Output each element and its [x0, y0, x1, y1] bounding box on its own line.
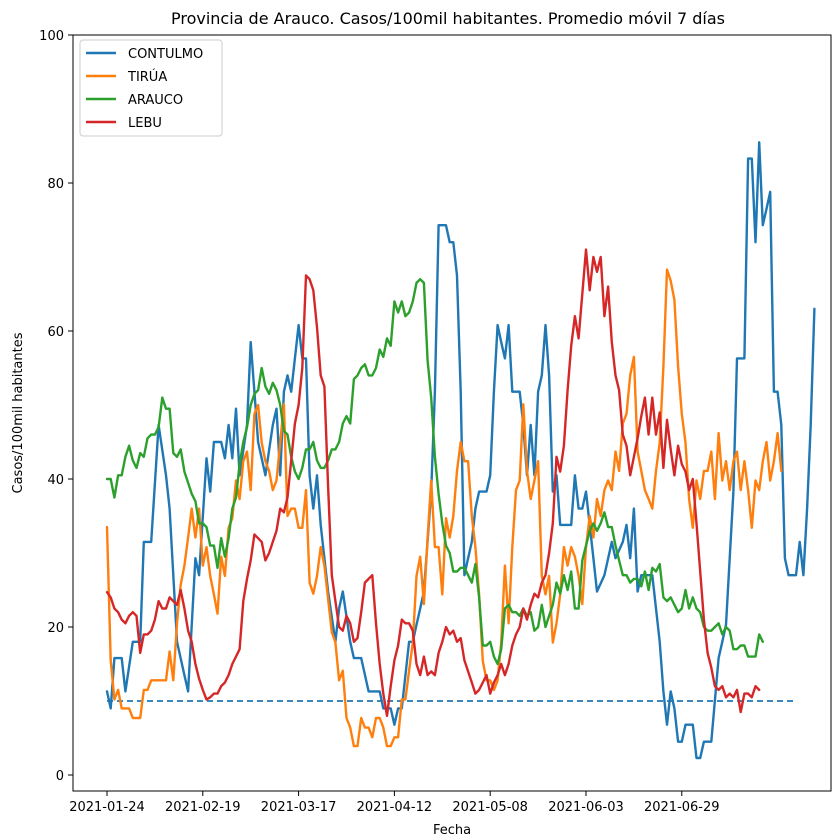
- x-tick-label: 2021-05-08: [452, 800, 528, 815]
- legend-label: LEBU: [128, 116, 162, 131]
- y-axis-label: Casos/100mil habitantes: [11, 332, 26, 493]
- x-tick-label: 2021-02-19: [165, 800, 241, 815]
- y-axis: 0 20 40 60 80 100: [39, 29, 73, 784]
- series-line-contulmo: [105, 141, 816, 760]
- x-tick-label: 2021-06-03: [548, 800, 624, 815]
- y-tick-label: 80: [47, 177, 64, 192]
- legend: CONTULMO TIRÚA ARAUCO LEBU: [79, 39, 223, 137]
- legend-label: CONTULMO: [128, 47, 203, 62]
- legend-label: TIRÚA: [127, 69, 167, 85]
- series-line-arauco: [105, 278, 764, 666]
- x-axis: 2021-01-24 2021-02-19 2021-03-17 2021-04-12…: [69, 791, 720, 815]
- x-tick-label: 2021-06-29: [644, 800, 720, 815]
- x-axis-label: Fecha: [433, 823, 471, 838]
- x-tick-label: 2021-01-24: [69, 800, 145, 815]
- y-tick-label: 20: [47, 621, 64, 636]
- plot-area-frame: [72, 34, 832, 792]
- chart-title: Provincia de Arauco. Casos/100mil habita…: [171, 9, 725, 28]
- series-layer: [105, 141, 816, 760]
- x-tick-label: 2021-03-17: [261, 800, 337, 815]
- y-tick-label: 60: [47, 325, 64, 340]
- x-tick-label: 2021-04-12: [357, 800, 433, 815]
- y-tick-label: 0: [56, 769, 64, 784]
- y-tick-label: 100: [39, 29, 64, 44]
- series-line-lebu: [105, 248, 761, 717]
- legend-label: ARAUCO: [128, 93, 183, 108]
- legend-box: [79, 39, 223, 137]
- y-tick-label: 40: [47, 473, 64, 488]
